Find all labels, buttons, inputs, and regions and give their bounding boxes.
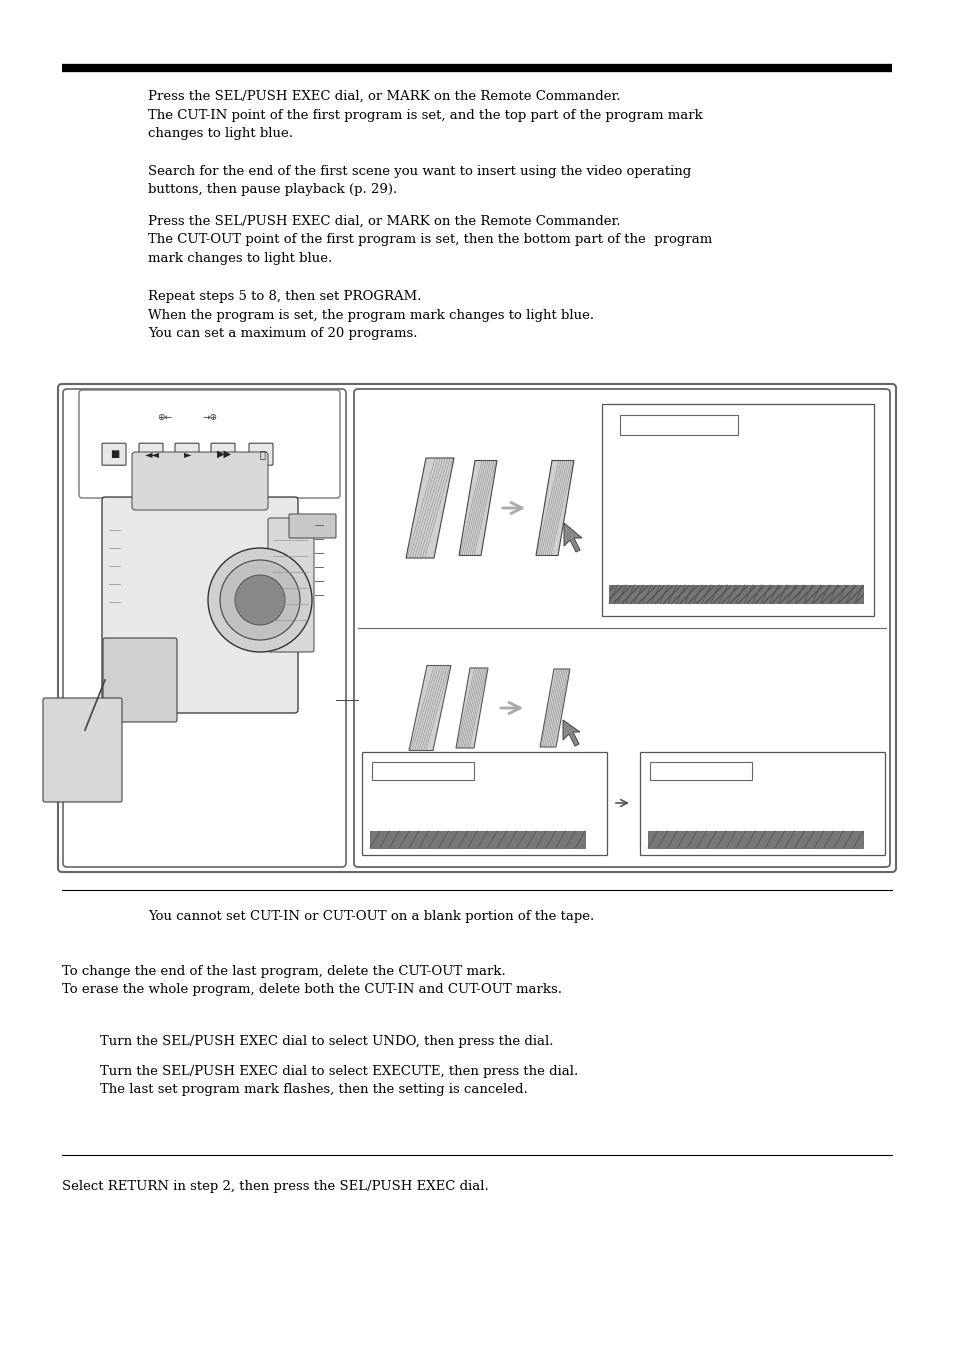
Polygon shape <box>458 461 497 556</box>
Text: ⊕←: ⊕← <box>157 412 172 422</box>
Bar <box>361 752 606 854</box>
Circle shape <box>234 575 285 625</box>
FancyBboxPatch shape <box>211 443 234 465</box>
Bar <box>608 585 862 603</box>
Bar <box>619 415 738 435</box>
Bar <box>370 831 584 848</box>
FancyBboxPatch shape <box>289 514 335 538</box>
Text: You cannot set CUT-IN or CUT-OUT on a blank portion of the tape.: You cannot set CUT-IN or CUT-OUT on a bl… <box>148 910 594 923</box>
Text: To change the end of the last program, delete the CUT-OUT mark.
To erase the who: To change the end of the last program, d… <box>62 965 561 996</box>
Bar <box>647 831 862 848</box>
Text: ■: ■ <box>111 449 119 460</box>
FancyBboxPatch shape <box>58 384 895 872</box>
Bar <box>649 763 751 780</box>
FancyBboxPatch shape <box>139 443 163 465</box>
Bar <box>601 404 873 617</box>
Polygon shape <box>539 669 569 748</box>
Polygon shape <box>456 668 488 748</box>
Circle shape <box>208 548 312 652</box>
Text: ◄◄: ◄◄ <box>144 449 159 460</box>
FancyBboxPatch shape <box>103 638 177 722</box>
Polygon shape <box>409 665 451 750</box>
Text: ▶▶: ▶▶ <box>216 449 232 460</box>
Text: Press the SEL/PUSH EXEC dial, or MARK on the Remote Commander.
The CUT-IN point : Press the SEL/PUSH EXEC dial, or MARK on… <box>148 91 702 141</box>
FancyBboxPatch shape <box>249 443 273 465</box>
FancyBboxPatch shape <box>268 518 314 652</box>
Polygon shape <box>563 523 581 552</box>
Polygon shape <box>406 458 454 558</box>
FancyBboxPatch shape <box>132 452 268 510</box>
FancyBboxPatch shape <box>43 698 122 802</box>
Text: ►: ► <box>184 449 192 460</box>
Text: Select RETURN in step 2, then press the SEL/PUSH EXEC dial.: Select RETURN in step 2, then press the … <box>62 1180 488 1192</box>
FancyBboxPatch shape <box>354 389 889 867</box>
Text: →⊕: →⊕ <box>202 412 217 422</box>
FancyBboxPatch shape <box>79 389 339 498</box>
Text: Repeat steps 5 to 8, then set PROGRAM.
When the program is set, the program mark: Repeat steps 5 to 8, then set PROGRAM. W… <box>148 289 594 339</box>
Circle shape <box>220 560 299 639</box>
FancyBboxPatch shape <box>102 498 297 713</box>
Text: Turn the SEL/PUSH EXEC dial to select EXECUTE, then press the dial.
The last set: Turn the SEL/PUSH EXEC dial to select EX… <box>100 1065 578 1096</box>
Text: Press the SEL/PUSH EXEC dial, or MARK on the Remote Commander.
The CUT-OUT point: Press the SEL/PUSH EXEC dial, or MARK on… <box>148 215 712 265</box>
FancyBboxPatch shape <box>174 443 199 465</box>
FancyBboxPatch shape <box>102 443 126 465</box>
Bar <box>372 763 474 780</box>
Text: ⏸: ⏸ <box>259 449 265 460</box>
Text: Turn the SEL/PUSH EXEC dial to select UNDO, then press the dial.: Turn the SEL/PUSH EXEC dial to select UN… <box>100 1036 553 1048</box>
Polygon shape <box>562 721 579 746</box>
Text: Search for the end of the first scene you want to insert using the video operati: Search for the end of the first scene yo… <box>148 165 691 196</box>
Bar <box>639 752 884 854</box>
Polygon shape <box>536 461 574 556</box>
FancyBboxPatch shape <box>63 389 346 867</box>
